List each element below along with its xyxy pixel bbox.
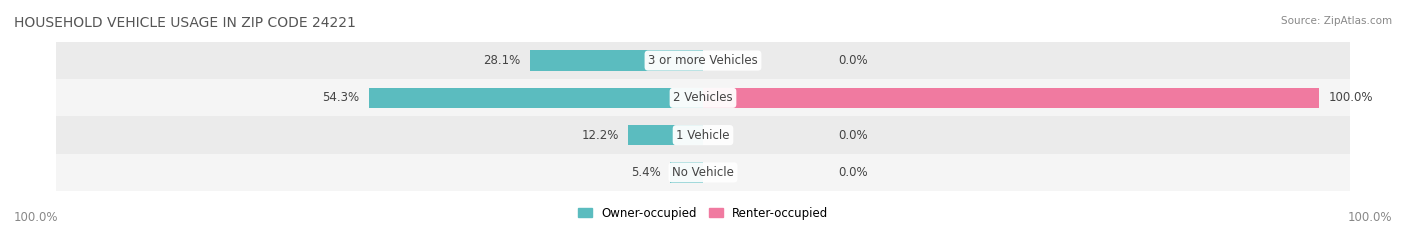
Text: 28.1%: 28.1% [484, 54, 520, 67]
Text: 0.0%: 0.0% [838, 166, 868, 179]
Bar [56, 42, 1350, 79]
Legend: Owner-occupied, Renter-occupied: Owner-occupied, Renter-occupied [572, 202, 834, 225]
Text: No Vehicle: No Vehicle [672, 166, 734, 179]
Text: 54.3%: 54.3% [322, 91, 360, 104]
Bar [628, 125, 703, 145]
Bar [56, 154, 1350, 191]
Text: 100.0%: 100.0% [1347, 211, 1392, 224]
Text: 0.0%: 0.0% [838, 54, 868, 67]
Text: Source: ZipAtlas.com: Source: ZipAtlas.com [1281, 16, 1392, 26]
Bar [56, 79, 1350, 116]
Bar [368, 88, 703, 108]
Text: 5.4%: 5.4% [631, 166, 661, 179]
Text: 3 or more Vehicles: 3 or more Vehicles [648, 54, 758, 67]
Bar [530, 50, 703, 71]
Text: 100.0%: 100.0% [1329, 91, 1372, 104]
Bar [669, 162, 703, 183]
Text: 100.0%: 100.0% [14, 211, 59, 224]
Text: 12.2%: 12.2% [581, 129, 619, 142]
Text: 2 Vehicles: 2 Vehicles [673, 91, 733, 104]
Text: 0.0%: 0.0% [838, 129, 868, 142]
Bar [703, 88, 1319, 108]
Bar [56, 116, 1350, 154]
Text: 1 Vehicle: 1 Vehicle [676, 129, 730, 142]
Text: HOUSEHOLD VEHICLE USAGE IN ZIP CODE 24221: HOUSEHOLD VEHICLE USAGE IN ZIP CODE 2422… [14, 16, 356, 30]
